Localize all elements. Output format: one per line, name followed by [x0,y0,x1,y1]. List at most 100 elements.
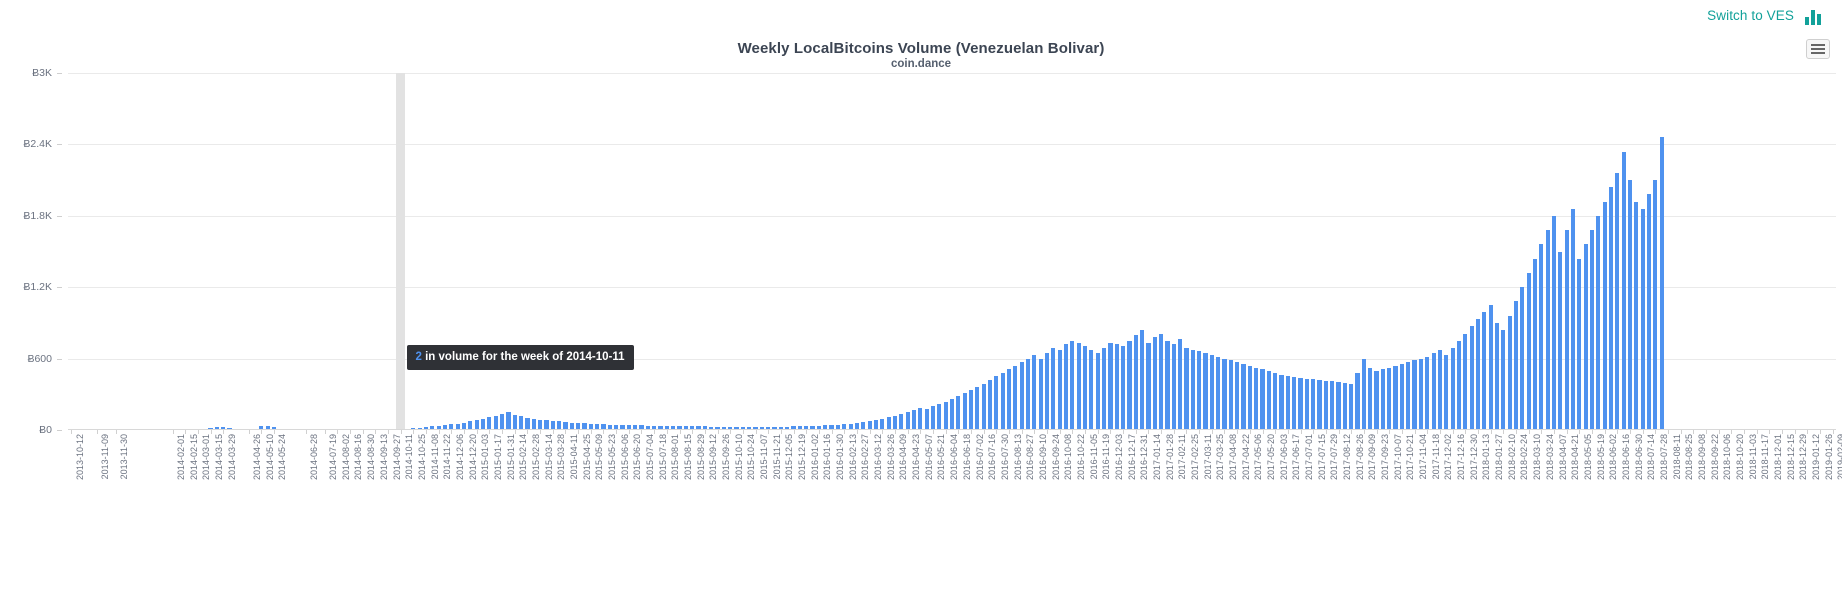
bar[interactable] [943,402,948,430]
switch-to-ves-link[interactable]: Switch to VES [1707,8,1794,23]
bar[interactable] [778,426,783,430]
bar[interactable] [1095,353,1100,430]
bar[interactable] [677,426,682,430]
bar[interactable] [1570,208,1576,430]
bar[interactable] [1266,371,1271,430]
bar[interactable] [1577,258,1582,430]
bar[interactable] [1444,355,1449,430]
bar[interactable] [1108,342,1113,430]
bar[interactable] [1235,362,1240,430]
bar[interactable] [518,416,524,430]
bar[interactable] [1488,305,1493,430]
bar[interactable] [816,425,821,430]
bar[interactable] [1247,365,1252,430]
bar[interactable] [911,410,917,430]
bar[interactable] [664,426,669,430]
bar[interactable] [1653,180,1658,430]
bar[interactable] [1006,369,1012,430]
bar[interactable] [259,426,264,430]
bar[interactable] [747,427,752,430]
bar[interactable] [1608,187,1614,430]
bar[interactable] [557,421,562,430]
bar[interactable] [1323,380,1328,430]
bar[interactable] [842,424,847,430]
bar[interactable] [785,426,790,430]
bar[interactable] [1260,369,1265,430]
bar[interactable] [1558,251,1563,430]
bar[interactable] [1051,347,1056,430]
bar[interactable] [829,425,834,430]
bar[interactable] [1133,335,1138,430]
bar[interactable] [1659,137,1664,430]
bar[interactable] [423,427,429,430]
bar[interactable] [1450,347,1455,430]
bar[interactable] [791,426,796,430]
bar[interactable] [1387,367,1392,430]
bar[interactable] [1146,342,1151,430]
bar[interactable] [1513,301,1519,430]
bar[interactable] [930,406,936,430]
bar[interactable] [1551,215,1557,430]
bar[interactable] [1507,315,1512,430]
bar[interactable] [848,423,853,430]
bar[interactable] [981,383,986,430]
bar[interactable] [1165,340,1170,430]
bar[interactable] [1330,381,1335,430]
bar[interactable] [1000,372,1005,430]
bar[interactable] [854,422,860,430]
bar[interactable] [949,399,955,430]
bar[interactable] [1038,358,1043,430]
bar[interactable] [1532,258,1538,430]
bar[interactable] [271,426,277,430]
bar[interactable] [1564,230,1569,430]
bar[interactable] [474,420,479,430]
bar[interactable] [550,421,555,430]
bar[interactable] [1646,194,1652,430]
bar[interactable] [702,426,707,430]
bar[interactable] [1032,355,1037,430]
bar[interactable] [1545,230,1550,430]
bar[interactable] [1203,353,1208,430]
bar[interactable] [1317,380,1322,430]
bar[interactable] [1627,180,1633,430]
bar[interactable] [208,427,213,430]
bar[interactable] [721,426,726,430]
bar[interactable] [1057,349,1062,430]
bar[interactable] [1602,201,1607,430]
bar[interactable] [1101,347,1107,430]
bar[interactable] [1349,383,1354,430]
bar-chart-icon[interactable] [1804,7,1826,25]
bar[interactable] [1583,244,1588,430]
bar[interactable] [1494,322,1500,430]
bar[interactable] [728,426,733,430]
bar[interactable] [968,390,974,430]
bar[interactable] [544,420,549,430]
bar[interactable] [690,426,695,430]
bar[interactable] [626,425,631,430]
bar[interactable] [899,413,904,430]
bar[interactable] [1469,326,1474,430]
bar[interactable] [633,425,638,430]
bar[interactable] [455,423,460,430]
bar[interactable] [1127,340,1132,430]
bar[interactable] [873,420,879,430]
bar[interactable] [1159,333,1164,430]
bar[interactable] [499,413,505,430]
bar[interactable] [1089,349,1094,430]
bar[interactable] [658,425,663,430]
bar[interactable] [1475,319,1481,430]
bar[interactable] [709,426,714,430]
bar[interactable] [1437,349,1443,430]
bar[interactable] [772,427,777,430]
bar[interactable] [1456,340,1462,430]
bar[interactable] [1520,287,1525,430]
bar[interactable] [1393,365,1398,430]
bar[interactable] [430,426,435,430]
bar[interactable] [265,425,270,430]
bar[interactable] [506,412,511,430]
bar[interactable] [1216,356,1221,430]
bar[interactable] [1463,333,1468,430]
bar[interactable] [1254,367,1259,430]
bar[interactable] [620,425,625,430]
bar[interactable] [601,424,606,430]
